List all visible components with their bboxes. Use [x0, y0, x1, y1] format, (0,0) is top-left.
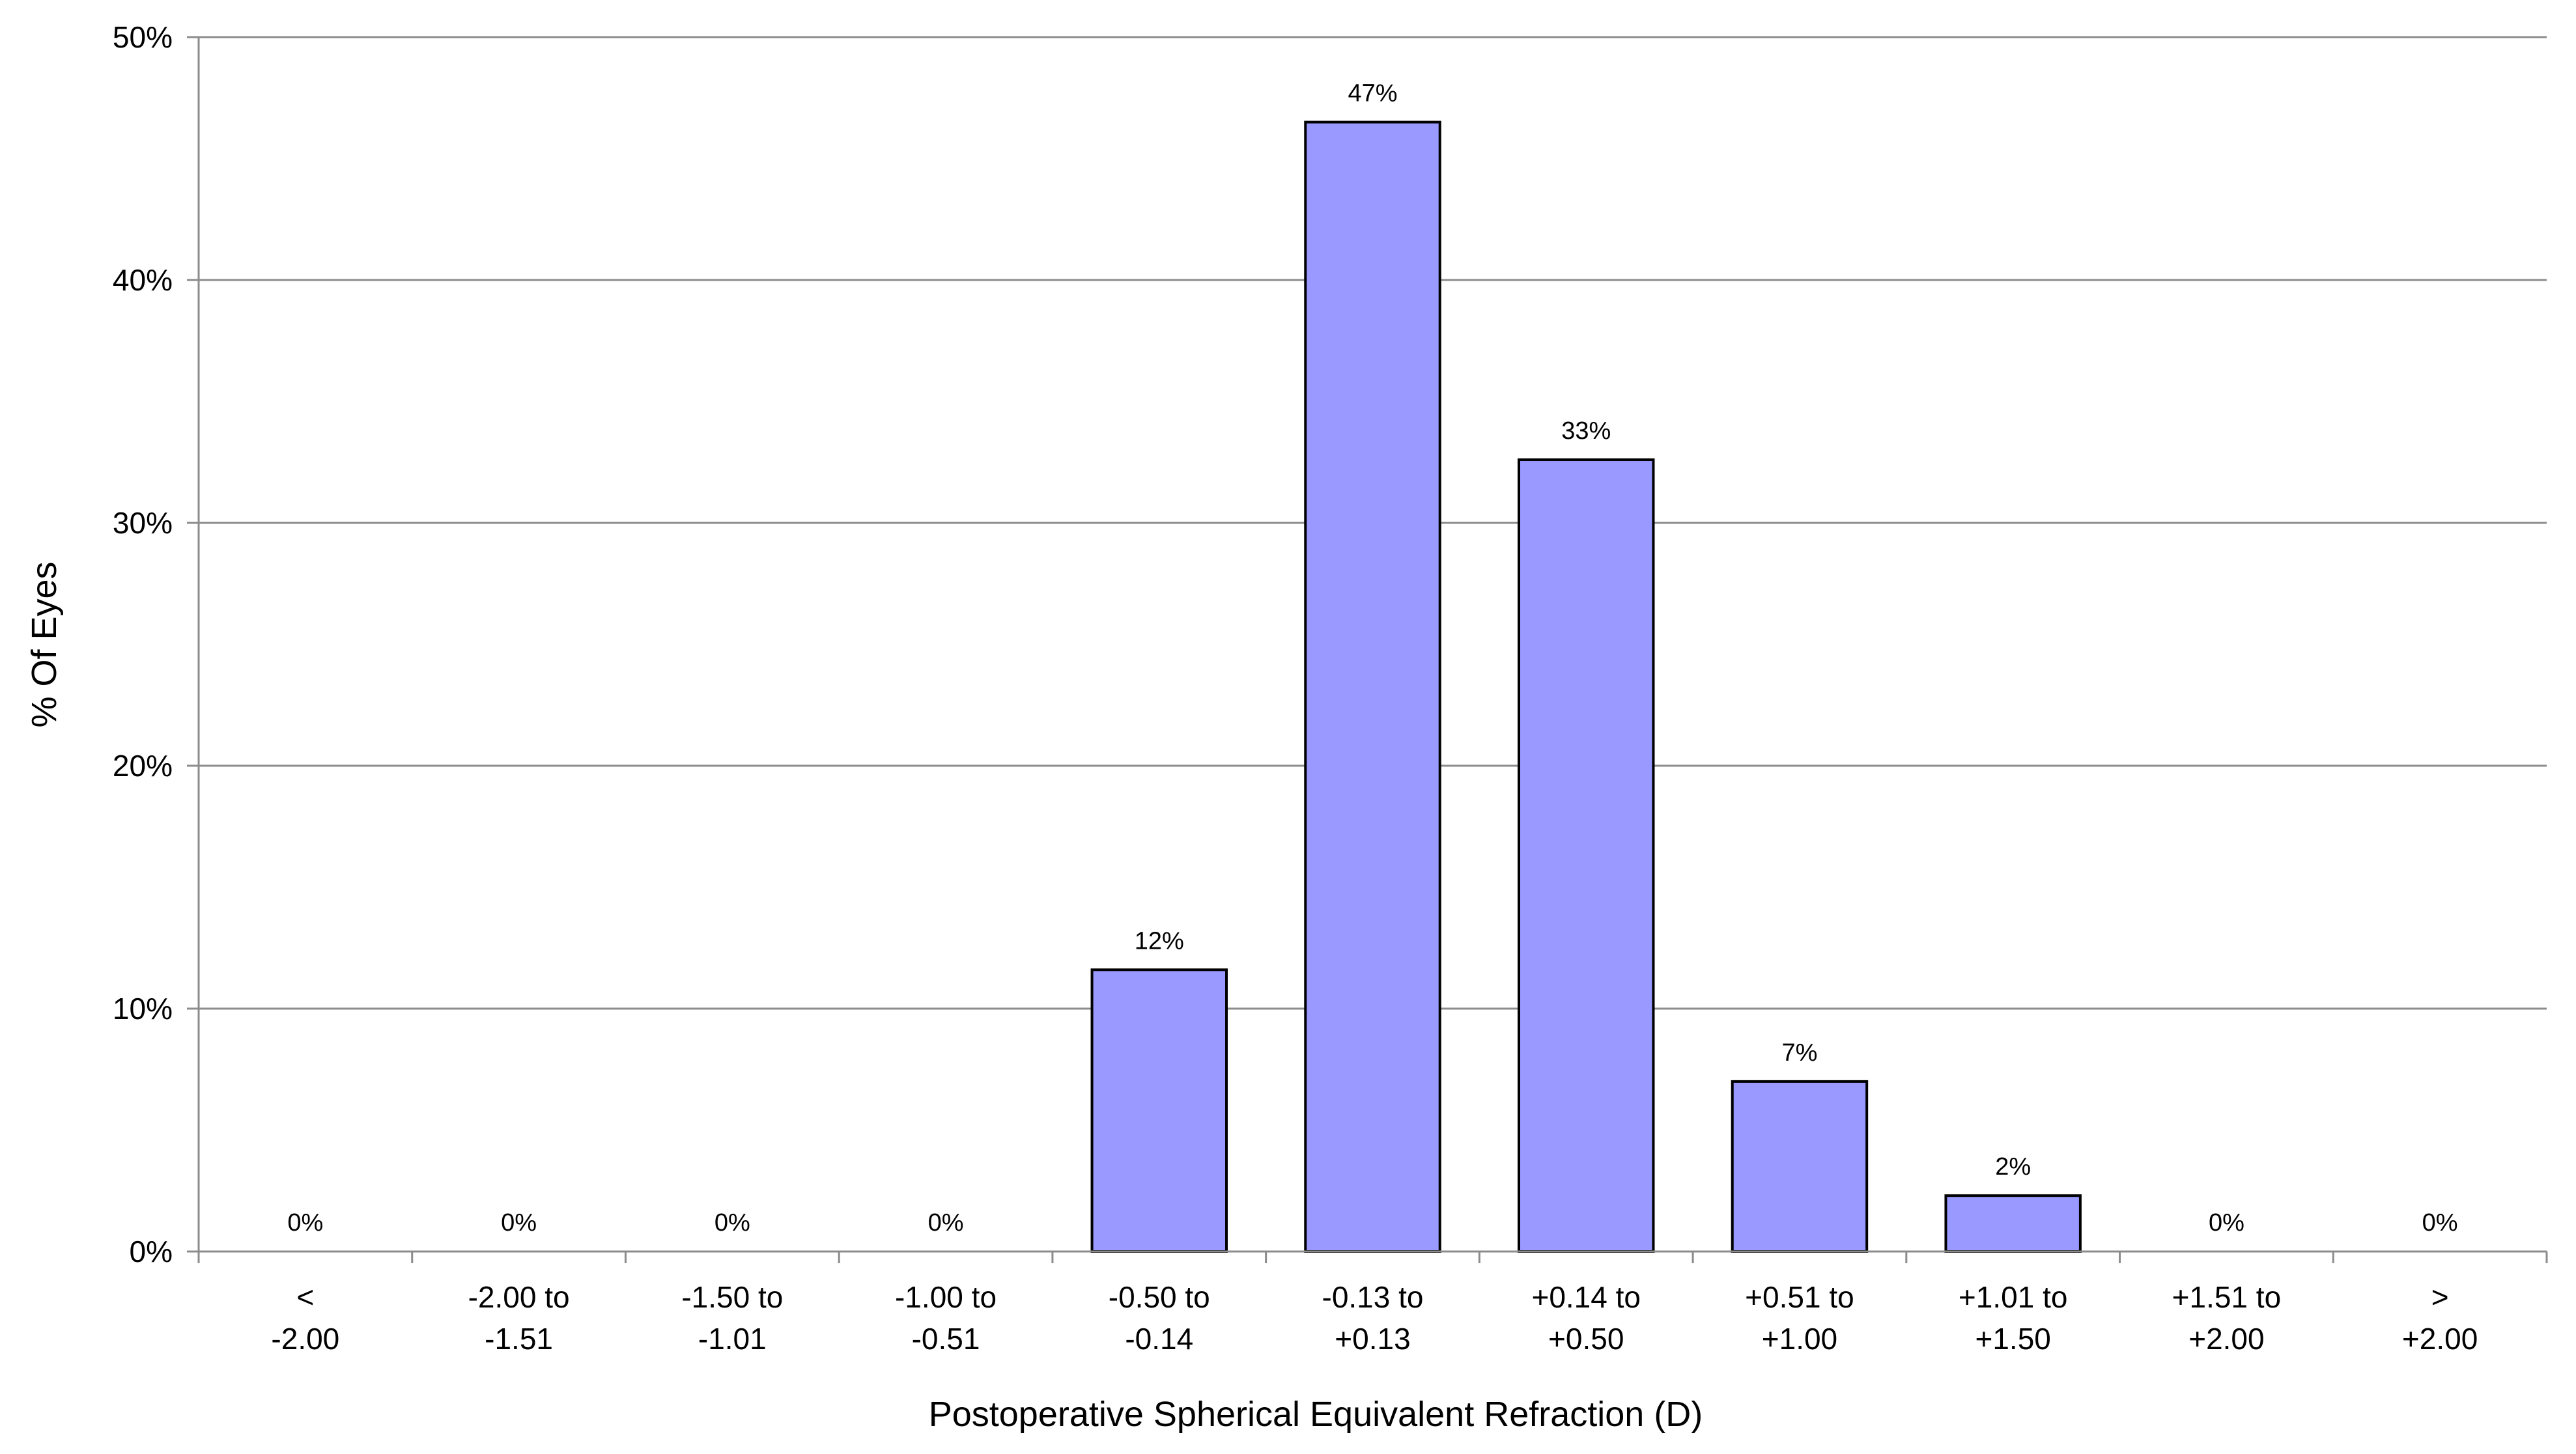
y-axis-title: % Of Eyes	[25, 561, 64, 727]
data-label: 7%	[1781, 1039, 1817, 1067]
data-label: 0%	[715, 1209, 750, 1237]
bar	[1731, 1080, 1869, 1253]
x-tick-label: -2.00 to	[468, 1280, 570, 1314]
x-tick-label: -1.50 to	[681, 1280, 783, 1314]
y-tick-label: 30%	[113, 506, 173, 540]
x-tick-label: -0.50 to	[1109, 1280, 1210, 1314]
y-tick-label: 40%	[113, 263, 173, 297]
x-tick-label: -0.13 to	[1322, 1280, 1424, 1314]
y-tick-label: 20%	[113, 749, 173, 783]
x-tick-label: -2.00	[271, 1322, 339, 1356]
x-tick-label: -1.00 to	[895, 1280, 997, 1314]
data-label: 33%	[1561, 417, 1611, 445]
x-tick-label: +0.13	[1335, 1322, 1410, 1356]
x-tick-label: -0.51	[912, 1322, 980, 1356]
x-tick-label: +1.50	[1975, 1322, 2050, 1356]
y-tick-labels: 0% 10% 20% 30% 40% 50%	[113, 20, 173, 1268]
x-tick-label: -1.51	[485, 1322, 553, 1356]
x-tick-label: +1.01 to	[1959, 1280, 2068, 1314]
data-label: 0%	[501, 1209, 537, 1237]
x-tick-label: +0.14 to	[1531, 1280, 1641, 1314]
x-tick-label: +1.51 to	[2172, 1280, 2282, 1314]
bar	[1090, 968, 1228, 1253]
data-label: 0%	[928, 1209, 964, 1237]
x-tick-label: +1.00	[1762, 1322, 1837, 1356]
bars	[1090, 120, 2082, 1253]
x-tick-label: <	[296, 1280, 314, 1314]
bar	[1944, 1194, 2082, 1253]
axes	[187, 36, 2548, 1263]
data-label: 47%	[1348, 80, 1397, 107]
y-tick-label: 10%	[113, 992, 173, 1026]
y-tick-label: 0%	[130, 1235, 173, 1268]
data-label: 12%	[1135, 927, 1184, 955]
y-tick-label: 50%	[113, 20, 173, 54]
bar	[1517, 458, 1655, 1253]
data-label: 0%	[287, 1209, 323, 1237]
x-tick-label: +0.51 to	[1745, 1280, 1854, 1314]
bar	[1304, 120, 1441, 1253]
x-tick-labels: < -2.00 -2.00 to -1.51 -1.50 to -1.01 -1.00 to…	[271, 1280, 2478, 1356]
x-tick-label: >	[2431, 1280, 2449, 1314]
x-tick-label: -0.14	[1125, 1322, 1193, 1356]
data-label: 0%	[2209, 1209, 2244, 1237]
data-label: 2%	[1995, 1153, 2031, 1181]
data-labels: 0% 0% 0% 0% 12% 47% 33% 7% 2% 0% 0%	[287, 80, 2457, 1237]
x-tick-label: -1.01	[698, 1322, 767, 1356]
x-tick-label: +2.00	[2402, 1322, 2478, 1356]
data-label: 0%	[2422, 1209, 2458, 1237]
x-tick-label: +2.00	[2188, 1322, 2264, 1356]
x-axis-title: Postoperative Spherical Equivalent Refra…	[929, 1395, 1703, 1434]
x-tick-label: +0.50	[1548, 1322, 1624, 1356]
